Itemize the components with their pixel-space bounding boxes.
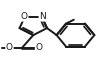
Text: N: N [39,12,46,21]
Text: O: O [21,12,28,21]
Text: O: O [36,43,43,52]
Text: O: O [6,43,13,52]
